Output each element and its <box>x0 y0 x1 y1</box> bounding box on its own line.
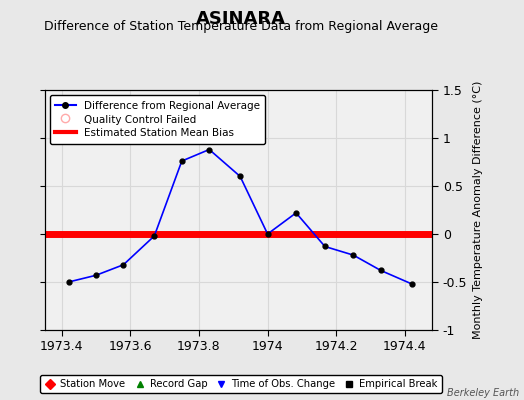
Text: Difference of Station Temperature Data from Regional Average: Difference of Station Temperature Data f… <box>44 20 438 33</box>
Legend: Difference from Regional Average, Quality Control Failed, Estimated Station Mean: Difference from Regional Average, Qualit… <box>50 95 265 144</box>
Y-axis label: Monthly Temperature Anomaly Difference (°C): Monthly Temperature Anomaly Difference (… <box>473 81 483 339</box>
Text: Berkeley Earth: Berkeley Earth <box>446 388 519 398</box>
Legend: Station Move, Record Gap, Time of Obs. Change, Empirical Break: Station Move, Record Gap, Time of Obs. C… <box>40 375 442 393</box>
Text: ASINARA: ASINARA <box>196 10 286 28</box>
